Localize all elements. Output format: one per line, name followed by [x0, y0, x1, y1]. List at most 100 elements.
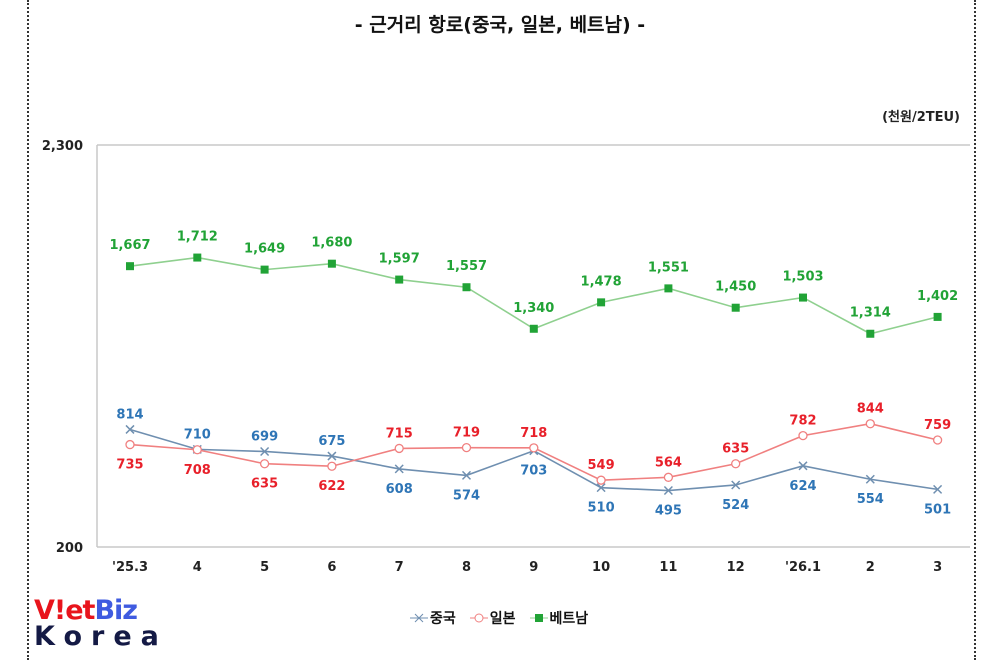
data-point-circle	[663, 472, 674, 482]
data-label: 554	[857, 492, 884, 507]
x-tick-label: 7	[395, 560, 404, 575]
data-point-circle	[596, 475, 606, 485]
y-tick-label: 200	[56, 541, 83, 556]
data-label: 524	[722, 498, 749, 513]
data-label: 1,503	[782, 270, 823, 285]
vietbiz-korea-logo: V!etBiz Korea	[34, 595, 168, 652]
unit-label: (천원/2TEU)	[882, 110, 960, 125]
data-label: 510	[588, 501, 615, 516]
data-label: 635	[722, 442, 749, 457]
data-point-square	[664, 284, 673, 293]
legend-label: 중국	[430, 611, 456, 627]
data-point-circle	[394, 443, 404, 454]
x-tick-label: 8	[462, 560, 471, 575]
x-tick-label: 4	[193, 560, 202, 575]
data-label: 624	[789, 479, 816, 494]
data-point-x	[798, 461, 808, 471]
data-point-square	[193, 253, 202, 262]
data-point-square	[933, 312, 942, 321]
data-point-square	[731, 303, 740, 312]
data-point-x	[461, 470, 472, 480]
data-point-circle	[529, 443, 539, 453]
data-label: 759	[924, 418, 951, 433]
x-tick-label: 10	[592, 560, 610, 575]
data-point-x	[596, 483, 606, 493]
data-point-square	[866, 329, 875, 338]
legend-label: 일본	[489, 611, 516, 627]
x-tick-label: 3	[933, 560, 942, 575]
data-label: 1,402	[917, 289, 958, 304]
data-label: 782	[789, 414, 816, 429]
data-point-square	[260, 265, 269, 274]
data-point-circle	[461, 442, 472, 453]
data-point-circle	[798, 430, 808, 441]
data-label: 718	[520, 426, 547, 441]
x-tick-label: 12	[727, 560, 745, 575]
x-tick-label: 2	[866, 560, 875, 575]
data-label: 1,450	[715, 280, 756, 295]
data-point-square	[126, 262, 134, 271]
data-label: 1,340	[513, 301, 554, 316]
x-tick-label: 6	[327, 560, 336, 575]
data-point-square	[529, 324, 538, 333]
legend-item-vietnam: 베트남	[529, 608, 589, 628]
data-point-x	[865, 474, 875, 484]
x-tick-label: 5	[260, 560, 269, 575]
square-marker-icon	[529, 614, 548, 622]
x-tick-label: '26.1	[785, 560, 821, 575]
data-label: 844	[857, 402, 884, 417]
data-label: 549	[588, 458, 615, 473]
x-marker-icon	[410, 613, 428, 623]
data-label: 1,551	[648, 260, 689, 275]
data-point-circle	[192, 445, 202, 455]
data-label: 814	[116, 407, 143, 422]
x-tick-label: 9	[529, 560, 538, 575]
data-point-square	[395, 275, 404, 284]
legend-item-china: 중국	[410, 608, 456, 628]
data-point-x	[933, 484, 943, 494]
data-label: 1,712	[177, 230, 218, 245]
data-label: 1,649	[244, 242, 285, 257]
data-point-x	[663, 485, 673, 496]
x-tick-label: 11	[659, 560, 677, 575]
chart-title: - 근거리 항로(중국, 일본, 베트남) -	[354, 14, 646, 36]
data-point-square	[327, 259, 336, 268]
data-point-circle	[865, 419, 875, 429]
data-label: 622	[318, 479, 345, 494]
data-point-x	[731, 480, 741, 490]
data-point-x	[125, 424, 135, 434]
data-label: 1,314	[850, 306, 891, 321]
data-label: 635	[251, 477, 278, 492]
data-label: 564	[655, 455, 682, 470]
data-point-circle	[932, 435, 943, 445]
legend-label: 베트남	[549, 611, 589, 627]
data-point-x	[260, 446, 270, 457]
data-point-square	[462, 283, 471, 292]
data-point-circle	[327, 461, 337, 471]
right-border	[974, 0, 976, 660]
data-label: 1,478	[581, 274, 622, 289]
data-label: 495	[655, 504, 682, 519]
legend: 중국 일본 베트남	[410, 608, 588, 628]
data-label: 1,597	[379, 252, 420, 267]
y-tick-label: 2,300	[42, 139, 83, 154]
data-label: 574	[453, 488, 480, 503]
data-point-circle	[731, 459, 741, 469]
left-border	[27, 0, 29, 660]
data-label: 699	[251, 429, 278, 444]
data-label: 719	[453, 426, 480, 441]
data-label: 501	[924, 502, 951, 517]
data-label: 703	[520, 464, 547, 479]
data-point-square	[799, 293, 807, 302]
legend-item-japan: 일본	[469, 608, 516, 628]
data-label: 1,557	[446, 259, 487, 274]
data-label: 710	[184, 427, 211, 442]
data-label: 675	[318, 434, 345, 449]
data-point-circle	[125, 439, 135, 450]
data-label: 1,667	[109, 238, 150, 253]
data-label: 715	[386, 426, 413, 441]
x-tick-label: '25.3	[112, 560, 148, 575]
data-label: 735	[116, 458, 143, 473]
data-point-circle	[259, 459, 270, 469]
